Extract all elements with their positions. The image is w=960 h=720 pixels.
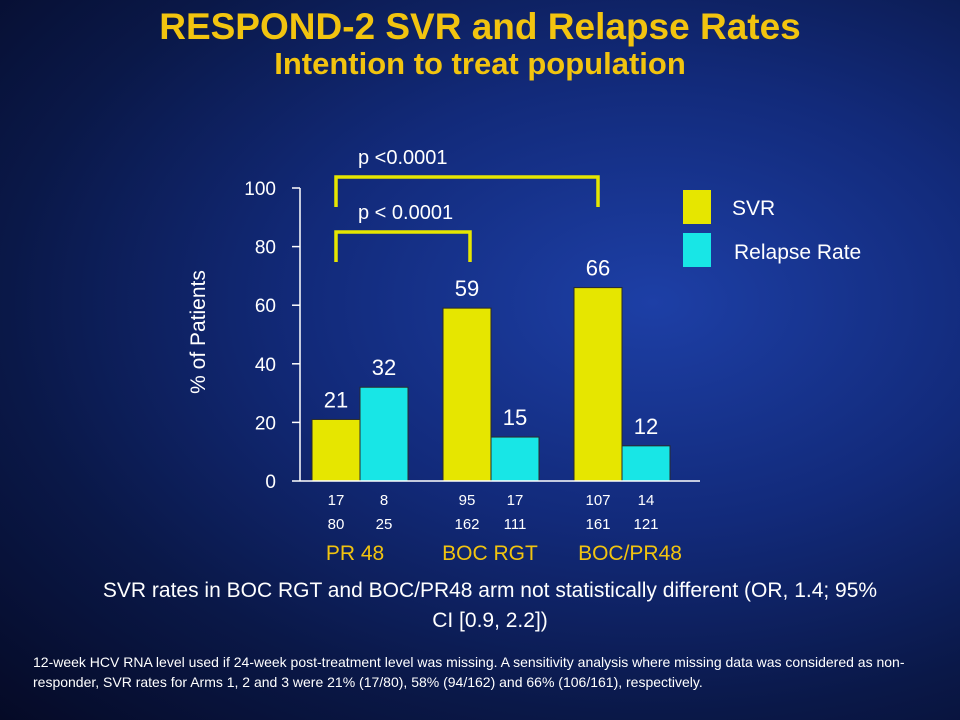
y-tick-label: 40 bbox=[255, 355, 276, 376]
n-numerator-label: 95 bbox=[459, 492, 476, 509]
bar-svr bbox=[573, 287, 623, 482]
y-tick-label: 0 bbox=[265, 472, 276, 493]
y-tick-label: 80 bbox=[255, 238, 276, 259]
slide-subtitle: Intention to treat population bbox=[274, 46, 686, 81]
n-denominator-label: 161 bbox=[585, 516, 610, 533]
statistical-note: SVR rates in BOC RGT and BOC/PR48 arm no… bbox=[102, 579, 878, 632]
legend-svr-label: SVR bbox=[732, 197, 776, 220]
n-numerator-label: 107 bbox=[585, 492, 610, 509]
legend-relapse-label: Relapse Rate bbox=[734, 241, 862, 264]
n-denominator-label: 80 bbox=[328, 516, 345, 533]
bar-relapse bbox=[621, 445, 671, 482]
n-numerator-label: 17 bbox=[507, 492, 524, 509]
arm-label-pr48: PR 48 bbox=[325, 542, 385, 565]
bar-relapse bbox=[359, 386, 409, 482]
footnote: 12-week HCV RNA level used if 24-week po… bbox=[33, 654, 905, 690]
y-tick-label: 20 bbox=[255, 413, 276, 434]
slide-title: RESPOND-2 SVR and Relapse Rates bbox=[159, 6, 801, 47]
y-axis-title: % of Patients bbox=[187, 270, 210, 394]
significance-bracket bbox=[334, 175, 600, 207]
significance-bracket bbox=[334, 230, 472, 262]
bar-svr bbox=[442, 307, 492, 482]
bar-relapse bbox=[490, 436, 540, 482]
legend-svr-swatch bbox=[683, 190, 711, 224]
y-tick-label: 60 bbox=[255, 296, 276, 317]
data-label: 32 bbox=[372, 355, 396, 380]
legend-relapse-swatch bbox=[683, 233, 711, 267]
p-value-label: p <0.0001 bbox=[358, 147, 448, 169]
n-numerator-label: 8 bbox=[380, 492, 388, 509]
n-denominator-label: 25 bbox=[376, 516, 393, 533]
data-label: 21 bbox=[324, 387, 348, 412]
data-label: 15 bbox=[503, 405, 527, 430]
arm-label-boc-pr48: BOC/PR48 bbox=[578, 542, 682, 565]
data-label: 66 bbox=[586, 256, 610, 281]
bar-svr bbox=[311, 418, 361, 482]
p-value-label: p < 0.0001 bbox=[358, 202, 453, 224]
data-label: 59 bbox=[455, 276, 479, 301]
n-denominator-label: 162 bbox=[454, 516, 479, 533]
n-denominator-label: 111 bbox=[504, 516, 527, 533]
n-numerator-label: 14 bbox=[638, 492, 655, 509]
data-label: 12 bbox=[634, 414, 658, 439]
n-numerator-label: 17 bbox=[328, 492, 345, 509]
n-denominator-label: 121 bbox=[633, 516, 658, 533]
y-tick-label: 100 bbox=[244, 179, 276, 200]
arm-label-boc-rgt: BOC RGT bbox=[442, 542, 538, 565]
